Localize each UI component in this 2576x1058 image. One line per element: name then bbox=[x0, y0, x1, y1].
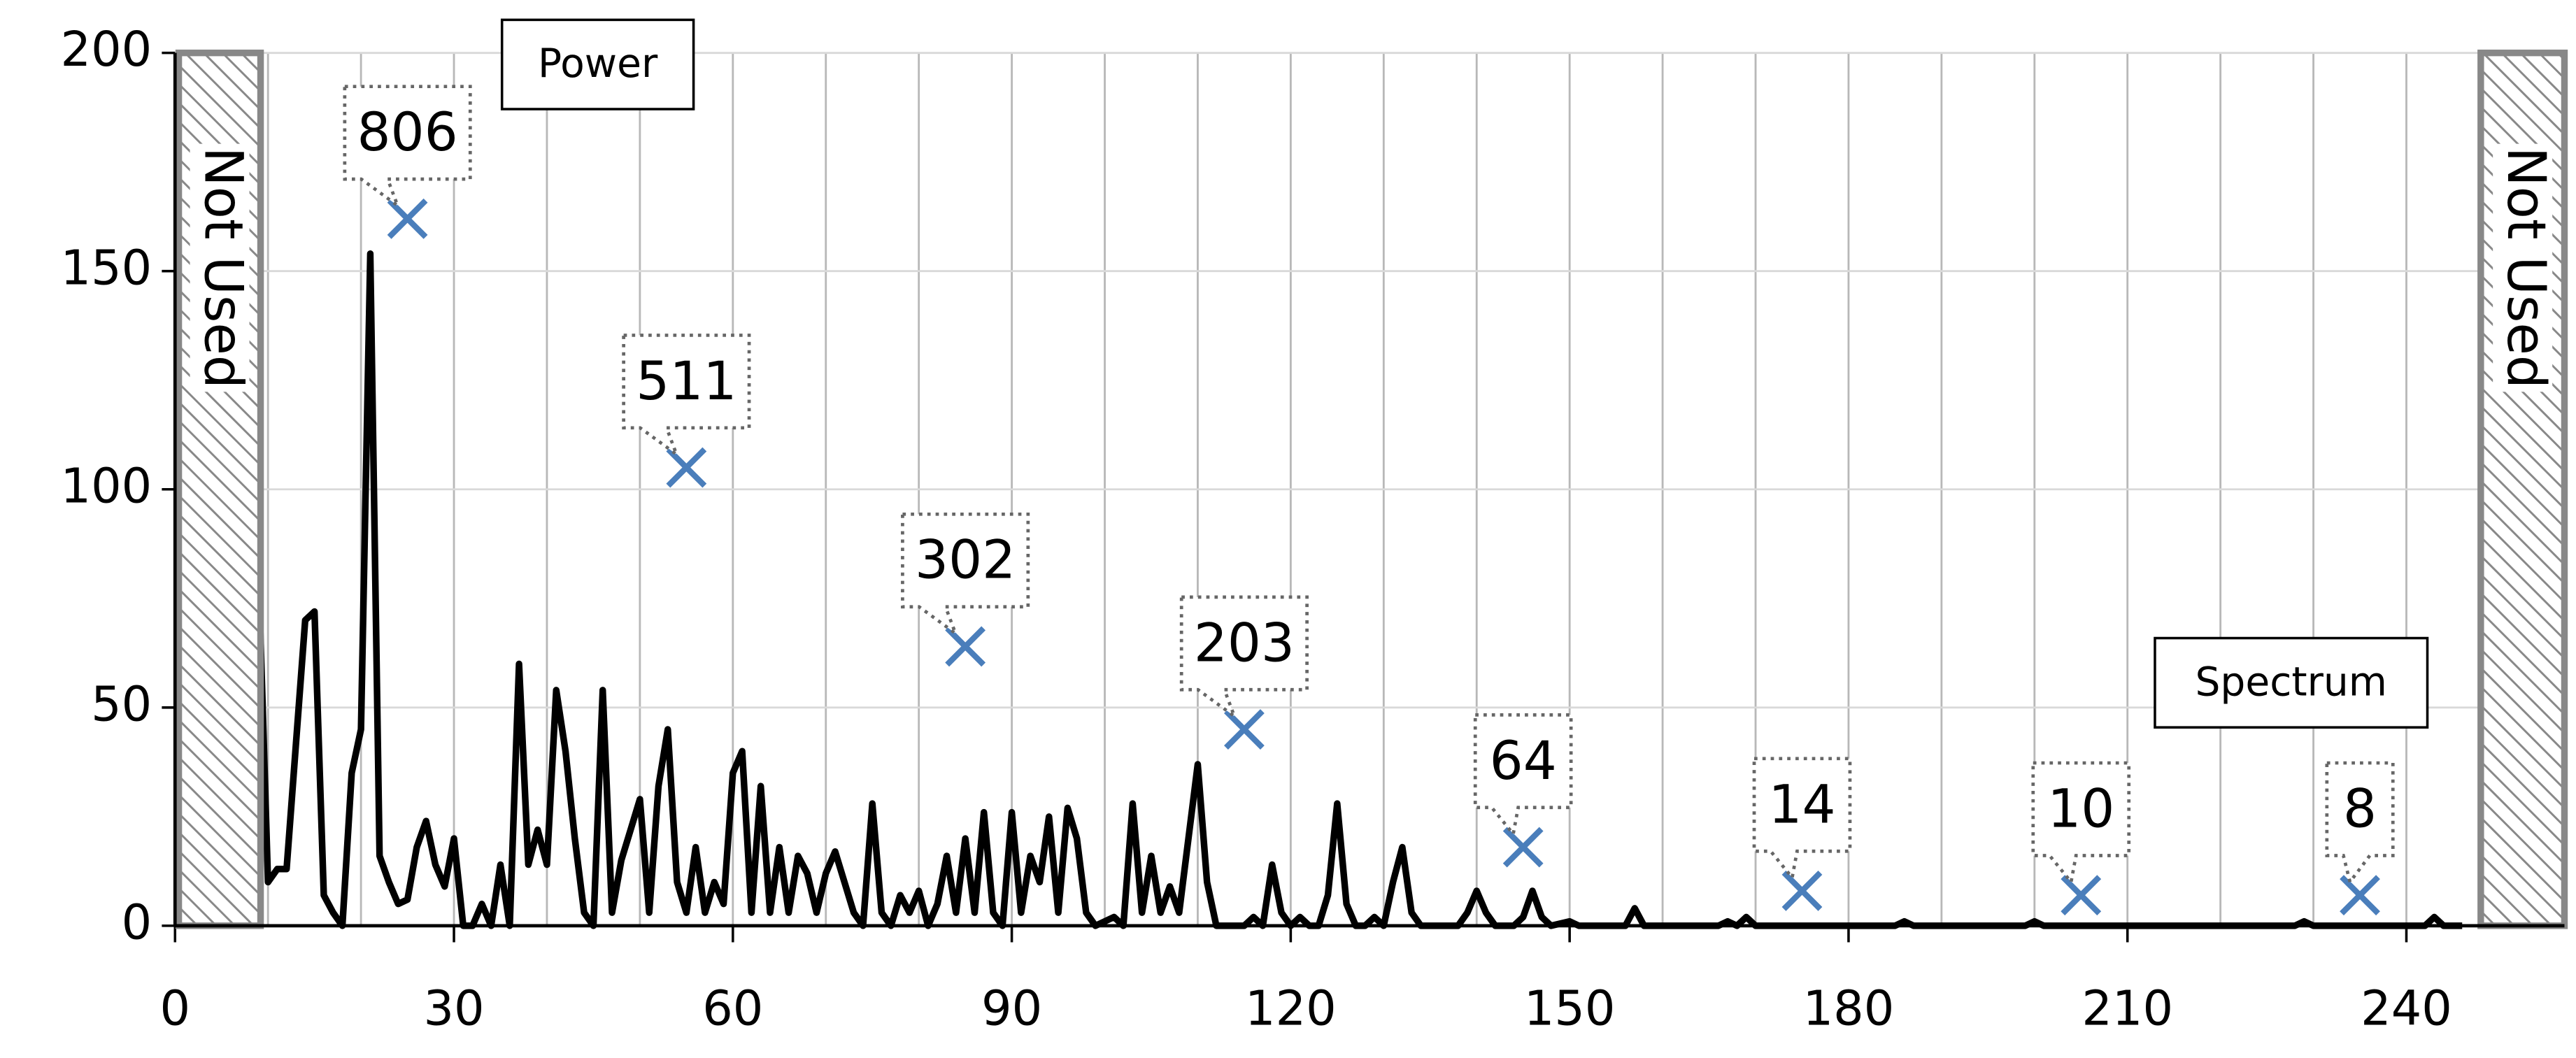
marker-cross bbox=[1502, 827, 1544, 868]
callout-box bbox=[622, 334, 751, 459]
x-tick-label: 0 bbox=[159, 980, 190, 1036]
power-marker bbox=[2061, 875, 2102, 916]
x-tick-label: 180 bbox=[1803, 980, 1895, 1036]
callout-label: 64 bbox=[1490, 730, 1557, 792]
power-marker bbox=[1224, 709, 1265, 750]
callout-box bbox=[901, 512, 1030, 638]
callout-box bbox=[2325, 761, 2395, 886]
callout-label: 10 bbox=[2047, 778, 2114, 839]
region-label-bg bbox=[2493, 143, 2553, 392]
power-marker bbox=[945, 626, 986, 667]
x-tick-label: 120 bbox=[1245, 980, 1337, 1036]
power-marker bbox=[666, 447, 707, 488]
x-tick-label: 240 bbox=[2361, 980, 2452, 1036]
legend-label: Spectrum bbox=[2195, 659, 2387, 705]
callout-box bbox=[2031, 761, 2131, 886]
y-tick-label: 200 bbox=[61, 22, 152, 78]
region-label: Not Used bbox=[193, 147, 255, 389]
region-label-bg bbox=[190, 143, 250, 392]
y-tick-label: 50 bbox=[91, 676, 152, 732]
region-label: Not Used bbox=[2496, 147, 2557, 389]
callout-label: 302 bbox=[915, 529, 1016, 591]
x-tick-label: 30 bbox=[423, 980, 484, 1036]
power-marker bbox=[2340, 875, 2380, 916]
legend-label: Power bbox=[538, 41, 658, 87]
callout-label: 203 bbox=[1194, 612, 1295, 673]
callout-label: 806 bbox=[357, 101, 457, 163]
callout-box bbox=[1473, 713, 1573, 838]
marker-cross bbox=[1781, 871, 1823, 911]
y-tick-label: 0 bbox=[122, 894, 152, 950]
legend-box bbox=[2154, 636, 2429, 729]
callout-label: 8 bbox=[2343, 778, 2377, 839]
y-tick-label: 100 bbox=[61, 458, 152, 514]
marker-cross bbox=[2061, 875, 2102, 916]
power-marker bbox=[387, 198, 428, 239]
callout-label: 14 bbox=[1768, 773, 1835, 835]
callout-box bbox=[1179, 595, 1309, 721]
callout-label: 511 bbox=[636, 350, 736, 412]
marker-cross bbox=[945, 626, 986, 667]
callout-box bbox=[343, 85, 472, 210]
marker-cross bbox=[666, 447, 707, 488]
x-tick-label: 90 bbox=[981, 980, 1042, 1036]
x-tick-label: 150 bbox=[1524, 980, 1616, 1036]
y-tick-label: 150 bbox=[61, 240, 152, 296]
x-tick-label: 60 bbox=[702, 980, 763, 1036]
power-marker bbox=[1502, 827, 1544, 868]
legend-box bbox=[500, 18, 695, 110]
marker-cross bbox=[1224, 709, 1265, 750]
spectrum-line bbox=[255, 250, 2463, 929]
x-tick-label: 210 bbox=[2082, 980, 2173, 1036]
power-marker bbox=[1781, 871, 1823, 911]
marker-cross bbox=[387, 198, 428, 239]
callout-box bbox=[1752, 757, 1852, 882]
marker-cross bbox=[2340, 875, 2380, 916]
